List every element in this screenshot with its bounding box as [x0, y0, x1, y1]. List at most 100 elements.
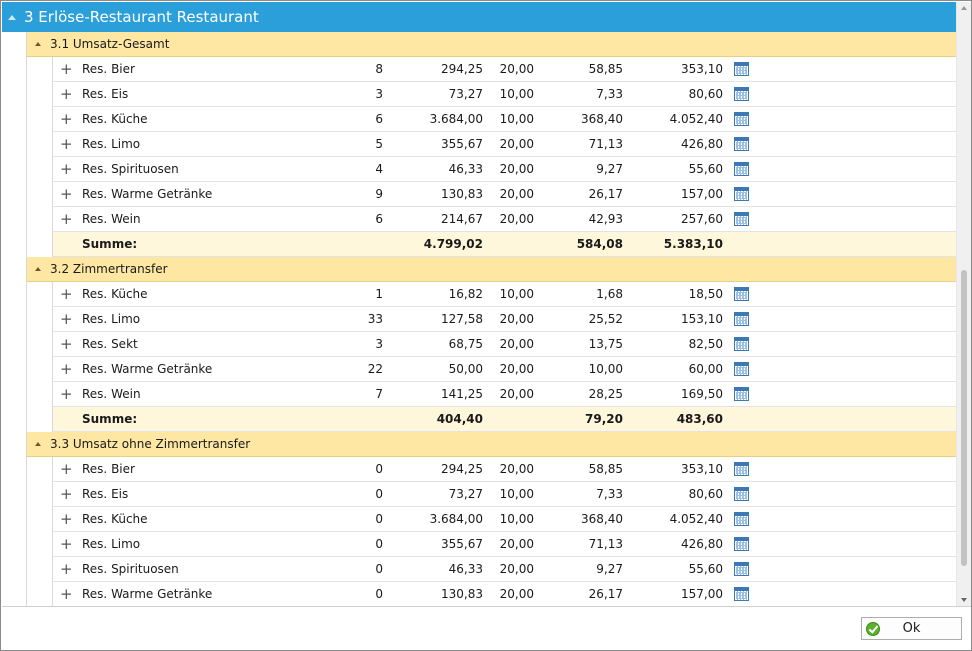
calendar-grid-icon[interactable]	[734, 187, 749, 201]
table-row[interactable]: + Res. Sekt 3 68,75 20,00 13,75 82,50	[52, 332, 956, 357]
plus-icon[interactable]: +	[60, 335, 73, 353]
vertical-scrollbar[interactable]	[956, 2, 971, 606]
table-row[interactable]: + Res. Wein 6 214,67 20,00 42,93 257,60	[52, 207, 956, 232]
table-row[interactable]: + Res. Eis 0 73,27 10,00 7,33 80,60	[52, 482, 956, 507]
item-quantity: 3	[375, 87, 383, 101]
plus-icon[interactable]: +	[60, 310, 73, 328]
scroll-thumb[interactable]	[961, 270, 967, 566]
item-name: Res. Bier	[82, 462, 135, 476]
item-quantity: 3	[375, 337, 383, 351]
item-net-amount: 3.684,00	[429, 512, 483, 526]
item-quantity: 9	[375, 187, 383, 201]
item-name: Res. Küche	[82, 112, 148, 126]
plus-icon[interactable]: +	[60, 560, 73, 578]
table-row[interactable]: + Res. Limo 33 127,58 20,00 25,52 153,10	[52, 307, 956, 332]
item-tax-amount: 9,27	[596, 562, 623, 576]
item-net-amount: 127,58	[441, 312, 483, 326]
table-row[interactable]: + Res. Bier 8 294,25 20,00 58,85 353,10	[52, 57, 956, 82]
item-net-amount: 46,33	[448, 562, 483, 576]
item-tax-amount: 71,13	[588, 537, 623, 551]
item-tax-rate: 10,00	[499, 287, 534, 301]
calendar-grid-icon[interactable]	[734, 87, 749, 101]
subgroup-header[interactable]: 3.2 Zimmertransfer	[27, 257, 956, 282]
calendar-grid-lines	[736, 67, 747, 74]
calendar-grid-icon[interactable]	[734, 137, 749, 151]
item-tax-amount: 58,85	[588, 62, 623, 76]
collapse-triangle-icon[interactable]	[35, 267, 41, 271]
item-quantity: 5	[375, 137, 383, 151]
collapse-triangle-icon[interactable]	[35, 42, 41, 46]
calendar-grid-icon[interactable]	[734, 537, 749, 551]
calendar-grid-icon[interactable]	[734, 362, 749, 376]
plus-icon[interactable]: +	[60, 110, 73, 128]
item-tax-amount: 25,52	[588, 312, 623, 326]
plus-icon[interactable]: +	[60, 185, 73, 203]
plus-icon[interactable]: +	[60, 585, 73, 603]
plus-icon[interactable]: +	[60, 60, 73, 78]
plus-icon[interactable]: +	[60, 485, 73, 503]
plus-icon[interactable]: +	[60, 460, 73, 478]
subgroup-rows: + Res. Bier 8 294,25 20,00 58,85 353,10 + Res. E…	[27, 57, 956, 257]
item-gross-amount: 60,00	[688, 362, 723, 376]
scroll-up-arrow-icon[interactable]	[961, 6, 967, 10]
plus-icon[interactable]: +	[60, 210, 73, 228]
calendar-grid-icon[interactable]	[734, 112, 749, 126]
calendar-grid-icon[interactable]	[734, 462, 749, 476]
plus-icon[interactable]: +	[60, 385, 73, 403]
table-row[interactable]: + Res. Küche 0 3.684,00 10,00 368,40 4.052,40	[52, 507, 956, 532]
item-tax-amount: 13,75	[588, 337, 623, 351]
item-tax-rate: 20,00	[499, 212, 534, 226]
item-tax-amount: 71,13	[588, 137, 623, 151]
calendar-grid-icon[interactable]	[734, 387, 749, 401]
table-row[interactable]: + Res. Limo 0 355,67 20,00 71,13 426,80	[52, 532, 956, 557]
subgroup-header[interactable]: 3.1 Umsatz-Gesamt	[27, 32, 956, 57]
item-quantity: 6	[375, 112, 383, 126]
plus-icon[interactable]: +	[60, 135, 73, 153]
calendar-grid-icon[interactable]	[734, 512, 749, 526]
collapse-triangle-icon[interactable]	[35, 442, 41, 446]
table-row[interactable]: + Res. Küche 1 16,82 10,00 1,68 18,50	[52, 282, 956, 307]
item-quantity: 8	[375, 62, 383, 76]
table-row[interactable]: + Res. Spirituosen 4 46,33 20,00 9,27 55,60	[52, 157, 956, 182]
plus-icon[interactable]: +	[60, 85, 73, 103]
calendar-grid-icon[interactable]	[734, 312, 749, 326]
table-row[interactable]: + Res. Küche 6 3.684,00 10,00 368,40 4.052,40	[52, 107, 956, 132]
table-row[interactable]: + Res. Warme Getränke 0 130,83 20,00 26,17 157…	[52, 582, 956, 606]
plus-icon[interactable]: +	[60, 360, 73, 378]
item-tax-rate: 20,00	[499, 537, 534, 551]
table-row[interactable]: + Res. Eis 3 73,27 10,00 7,33 80,60	[52, 82, 956, 107]
subgroup-header[interactable]: 3.3 Umsatz ohne Zimmertransfer	[27, 432, 956, 457]
collapse-triangle-icon[interactable]	[8, 14, 16, 20]
calendar-grid-icon[interactable]	[734, 562, 749, 576]
item-tax-amount: 26,17	[588, 587, 623, 601]
table-row[interactable]: + Res. Wein 7 141,25 20,00 28,25 169,50	[52, 382, 956, 407]
table-row[interactable]: + Res. Warme Getränke 22 50,00 20,00 10,00 60,…	[52, 357, 956, 382]
calendar-grid-icon[interactable]	[734, 287, 749, 301]
plus-icon[interactable]: +	[60, 160, 73, 178]
calendar-grid-icon[interactable]	[734, 337, 749, 351]
item-net-amount: 68,75	[448, 337, 483, 351]
item-quantity: 6	[375, 212, 383, 226]
plus-icon[interactable]: +	[60, 535, 73, 553]
table-row[interactable]: + Res. Limo 5 355,67 20,00 71,13 426,80	[52, 132, 956, 157]
table-row[interactable]: + Res. Warme Getränke 9 130,83 20,00 26,17 157…	[52, 182, 956, 207]
plus-icon[interactable]: +	[60, 285, 73, 303]
scroll-down-arrow-icon[interactable]	[961, 598, 967, 602]
calendar-grid-lines	[736, 167, 747, 174]
calendar-grid-lines	[736, 192, 747, 199]
table-row[interactable]: + Res. Bier 0 294,25 20,00 58,85 353,10	[52, 457, 956, 482]
top-group-header[interactable]: 3 Erlöse-Restaurant Restaurant	[2, 2, 956, 32]
summary-gross: 5.383,10	[663, 237, 723, 251]
calendar-grid-icon[interactable]	[734, 487, 749, 501]
calendar-grid-icon[interactable]	[734, 62, 749, 76]
item-gross-amount: 426,80	[681, 137, 723, 151]
item-tax-rate: 10,00	[499, 87, 534, 101]
item-gross-amount: 353,10	[681, 62, 723, 76]
plus-icon[interactable]: +	[60, 510, 73, 528]
table-row[interactable]: + Res. Spirituosen 0 46,33 20,00 9,27 55,60	[52, 557, 956, 582]
calendar-grid-icon[interactable]	[734, 212, 749, 226]
calendar-grid-icon[interactable]	[734, 587, 749, 601]
ok-button[interactable]: Ok	[861, 617, 962, 640]
top-group-title: 3 Erlöse-Restaurant Restaurant	[24, 8, 259, 26]
calendar-grid-icon[interactable]	[734, 162, 749, 176]
